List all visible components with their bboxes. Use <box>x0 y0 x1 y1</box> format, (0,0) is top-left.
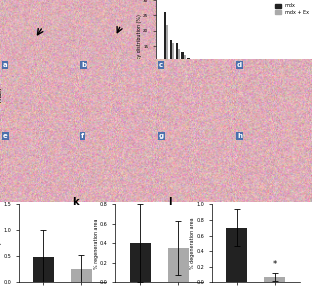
Bar <box>237 90 239 92</box>
Bar <box>229 89 231 92</box>
Text: mdx + Ex: mdx + Ex <box>0 150 2 181</box>
Text: mdx: mdx <box>0 87 3 102</box>
Bar <box>168 248 188 282</box>
Bar <box>160 71 163 92</box>
Bar <box>193 65 196 92</box>
Bar <box>207 78 210 92</box>
Bar <box>243 91 245 92</box>
Bar <box>164 12 166 92</box>
Text: e: e <box>3 133 8 139</box>
Text: *: * <box>273 260 277 269</box>
Bar <box>213 84 216 92</box>
Bar <box>199 68 202 92</box>
Bar <box>217 86 219 92</box>
Text: b: b <box>81 62 86 68</box>
Bar <box>219 86 222 92</box>
Bar <box>246 91 249 92</box>
Bar <box>190 61 192 92</box>
Bar <box>158 68 160 92</box>
Text: a: a <box>3 62 8 68</box>
Bar <box>205 77 207 92</box>
Bar <box>71 269 92 282</box>
Y-axis label: % degeneration area: % degeneration area <box>190 217 195 269</box>
Bar <box>187 58 190 92</box>
Bar <box>184 55 186 92</box>
Bar <box>170 40 172 92</box>
Bar <box>178 49 180 92</box>
Bar <box>196 68 198 92</box>
Bar <box>249 91 251 92</box>
Bar <box>130 243 151 282</box>
Text: g: g <box>159 133 164 139</box>
Bar <box>202 71 204 92</box>
Bar <box>235 90 237 92</box>
Bar <box>181 52 184 92</box>
Bar <box>166 24 168 92</box>
Text: f: f <box>81 133 84 139</box>
Legend: mdx, mdx + Ex: mdx, mdx + Ex <box>274 2 310 16</box>
Y-axis label: % inflammatory infiltrate area: % inflammatory infiltrate area <box>0 206 2 281</box>
Bar <box>264 277 285 282</box>
Bar <box>172 43 174 92</box>
Bar <box>231 89 233 92</box>
Text: k: k <box>72 197 78 207</box>
Text: l: l <box>168 197 172 207</box>
Bar <box>225 88 227 92</box>
Bar <box>211 83 213 92</box>
Bar <box>241 91 243 92</box>
Text: c: c <box>159 62 163 68</box>
X-axis label: Fiber Area (µm² x 1000): Fiber Area (µm² x 1000) <box>205 105 263 109</box>
Bar <box>223 88 225 92</box>
Bar <box>227 228 247 282</box>
Text: h: h <box>237 133 242 139</box>
Y-axis label: Frequency distribution (%): Frequency distribution (%) <box>137 14 142 79</box>
Bar <box>33 257 54 282</box>
Bar <box>175 43 178 92</box>
Y-axis label: % regeneration area: % regeneration area <box>94 218 99 269</box>
Text: d: d <box>237 62 242 68</box>
